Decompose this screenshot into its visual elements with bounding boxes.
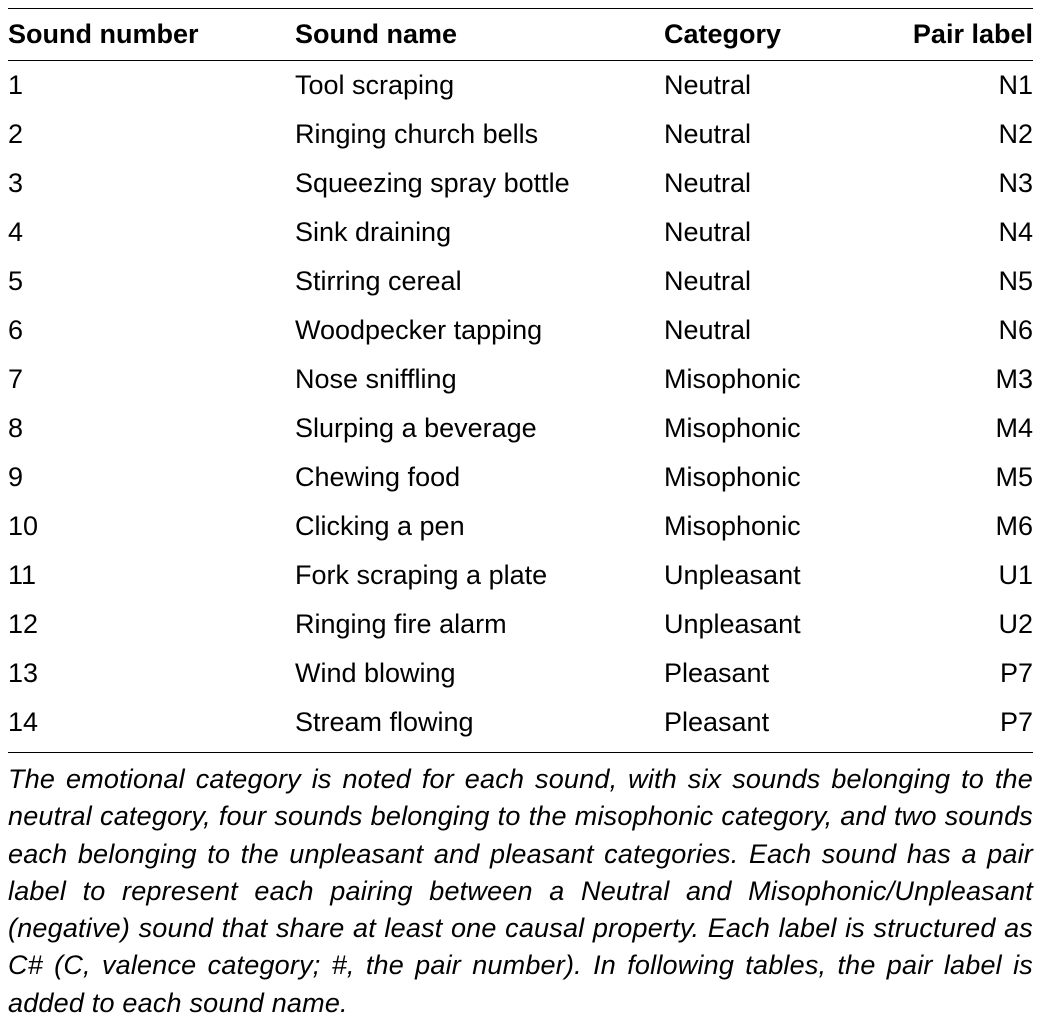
cell-pair-label: N2 (910, 110, 1033, 159)
cell-category: Misophonic (664, 355, 910, 404)
cell-sound-number: 4 (8, 208, 295, 257)
cell-sound-name: Squeezing spray bottle (295, 159, 664, 208)
cell-pair-label: N3 (910, 159, 1033, 208)
cell-category: Misophonic (664, 404, 910, 453)
cell-pair-label: N1 (910, 61, 1033, 111)
cell-pair-label: N4 (910, 208, 1033, 257)
cell-pair-label: M5 (910, 453, 1033, 502)
cell-pair-label: M4 (910, 404, 1033, 453)
cell-category: Misophonic (664, 453, 910, 502)
cell-sound-number: 9 (8, 453, 295, 502)
header-pair-label: Pair label (910, 9, 1033, 61)
table-row: 14Stream flowingPleasantP7 (8, 698, 1033, 753)
cell-pair-label: U2 (910, 600, 1033, 649)
table-row: 5Stirring cerealNeutralN5 (8, 257, 1033, 306)
cell-sound-number: 10 (8, 502, 295, 551)
cell-sound-name: Sink draining (295, 208, 664, 257)
header-row: Sound number Sound name Category Pair la… (8, 9, 1033, 61)
cell-sound-name: Wind blowing (295, 649, 664, 698)
cell-pair-label: N6 (910, 306, 1033, 355)
cell-category: Pleasant (664, 698, 910, 753)
cell-pair-label: N5 (910, 257, 1033, 306)
cell-sound-name: Nose sniffling (295, 355, 664, 404)
cell-category: Unpleasant (664, 600, 910, 649)
cell-sound-number: 2 (8, 110, 295, 159)
table-row: 10Clicking a penMisophonicM6 (8, 502, 1033, 551)
table-row: 4Sink drainingNeutralN4 (8, 208, 1033, 257)
cell-pair-label: M3 (910, 355, 1033, 404)
cell-sound-name: Chewing food (295, 453, 664, 502)
cell-category: Neutral (664, 306, 910, 355)
table-row: 3Squeezing spray bottleNeutralN3 (8, 159, 1033, 208)
header-sound-name: Sound name (295, 9, 664, 61)
cell-pair-label: P7 (910, 698, 1033, 753)
cell-category: Neutral (664, 257, 910, 306)
header-sound-number: Sound number (8, 9, 295, 61)
cell-sound-name: Woodpecker tapping (295, 306, 664, 355)
table-row: 7Nose snifflingMisophonicM3 (8, 355, 1033, 404)
cell-sound-number: 1 (8, 61, 295, 111)
sounds-table: Sound number Sound name Category Pair la… (8, 8, 1033, 753)
cell-sound-number: 14 (8, 698, 295, 753)
cell-sound-name: Clicking a pen (295, 502, 664, 551)
cell-sound-name: Ringing fire alarm (295, 600, 664, 649)
cell-category: Neutral (664, 110, 910, 159)
cell-sound-name: Fork scraping a plate (295, 551, 664, 600)
cell-sound-number: 7 (8, 355, 295, 404)
table-row: 6Woodpecker tappingNeutralN6 (8, 306, 1033, 355)
cell-sound-name: Stirring cereal (295, 257, 664, 306)
table-row: 1Tool scrapingNeutralN1 (8, 61, 1033, 111)
cell-sound-name: Tool scraping (295, 61, 664, 111)
cell-category: Neutral (664, 159, 910, 208)
cell-sound-name: Slurping a beverage (295, 404, 664, 453)
table-row: 11Fork scraping a plateUnpleasantU1 (8, 551, 1033, 600)
table-row: 8Slurping a beverageMisophonicM4 (8, 404, 1033, 453)
cell-category: Misophonic (664, 502, 910, 551)
table-body: 1Tool scrapingNeutralN12Ringing church b… (8, 61, 1033, 753)
table-row: 9Chewing foodMisophonicM5 (8, 453, 1033, 502)
cell-sound-number: 12 (8, 600, 295, 649)
cell-sound-number: 6 (8, 306, 295, 355)
cell-sound-number: 5 (8, 257, 295, 306)
cell-sound-name: Ringing church bells (295, 110, 664, 159)
cell-sound-number: 13 (8, 649, 295, 698)
table-caption: The emotional category is noted for each… (8, 761, 1033, 1022)
table-row: 13Wind blowingPleasantP7 (8, 649, 1033, 698)
cell-category: Pleasant (664, 649, 910, 698)
cell-sound-number: 8 (8, 404, 295, 453)
cell-pair-label: U1 (910, 551, 1033, 600)
cell-category: Neutral (664, 208, 910, 257)
sounds-table-container: Sound number Sound name Category Pair la… (8, 8, 1033, 1022)
table-row: 12Ringing fire alarmUnpleasantU2 (8, 600, 1033, 649)
cell-pair-label: M6 (910, 502, 1033, 551)
cell-pair-label: P7 (910, 649, 1033, 698)
table-header: Sound number Sound name Category Pair la… (8, 9, 1033, 61)
table-row: 2Ringing church bellsNeutralN2 (8, 110, 1033, 159)
cell-sound-number: 11 (8, 551, 295, 600)
cell-sound-number: 3 (8, 159, 295, 208)
header-category: Category (664, 9, 910, 61)
cell-category: Unpleasant (664, 551, 910, 600)
cell-sound-name: Stream flowing (295, 698, 664, 753)
cell-category: Neutral (664, 61, 910, 111)
